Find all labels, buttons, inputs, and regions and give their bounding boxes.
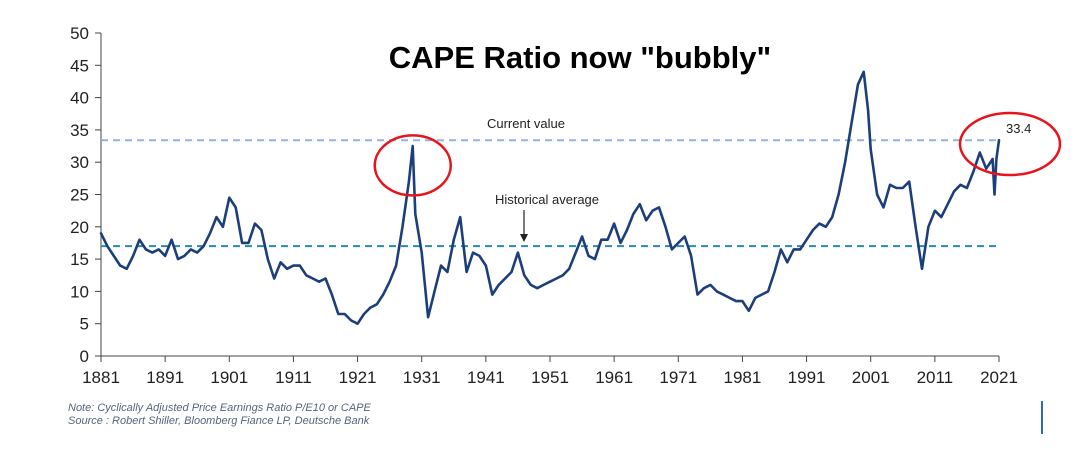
y-tick-label: 10 <box>70 282 89 301</box>
footer-note: Note: Cyclically Adjusted Price Earnings… <box>68 402 371 414</box>
current-value-label: 33.4 <box>1006 121 1031 136</box>
x-tick-label: 1931 <box>403 368 441 387</box>
x-tick-label: 1941 <box>467 368 505 387</box>
edge-accent-bar <box>1041 401 1043 434</box>
circle-current-value <box>958 111 1062 177</box>
chart-title: CAPE Ratio now "bubbly" <box>389 40 771 75</box>
y-tick-label: 50 <box>70 24 89 43</box>
footer-notes: Note: Cyclically Adjusted Price Earnings… <box>68 402 371 428</box>
y-tick-label: 20 <box>70 218 89 237</box>
y-tick-label: 0 <box>80 347 89 366</box>
series-layer <box>99 70 1001 325</box>
x-tick-label: 1971 <box>659 368 697 387</box>
y-tick-label: 45 <box>70 56 89 75</box>
x-tick-label: 1951 <box>531 368 569 387</box>
current-value-annotation: Current value <box>487 116 565 131</box>
x-tick-label: 1881 <box>82 368 120 387</box>
cape-series-line <box>99 70 1001 325</box>
x-tick-label: 1901 <box>210 368 248 387</box>
y-tick-label: 25 <box>70 186 89 205</box>
x-tick-label: 1981 <box>724 368 762 387</box>
x-tick-label: 2021 <box>980 368 1018 387</box>
x-tick-label: 1911 <box>275 368 312 387</box>
circle-1929-peak <box>373 134 452 197</box>
y-tick-label: 40 <box>70 89 89 108</box>
y-tick-label: 30 <box>70 153 89 172</box>
y-axis: 0 5 10 15 20 25 30 35 40 45 50 <box>70 24 102 366</box>
x-tick-label: 2001 <box>852 368 890 387</box>
historical-average-arrow <box>520 210 528 242</box>
x-tick-label: 1921 <box>339 368 377 387</box>
x-tick-label: 2011 <box>917 368 954 387</box>
x-tick-label: 1891 <box>146 368 184 387</box>
x-axis: 1881 1891 1901 1911 1921 1931 1941 1951 1961 1971… <box>82 355 1018 387</box>
y-tick-label: 15 <box>70 250 89 269</box>
y-tick-label: 35 <box>70 121 89 140</box>
footer-source: Source : Robert Shiller, Bloomberg Fianc… <box>68 415 370 427</box>
historical-average-annotation: Historical average <box>495 192 599 207</box>
highlight-circles <box>373 111 1062 197</box>
y-tick-label: 5 <box>80 315 89 334</box>
x-tick-label: 1991 <box>788 368 826 387</box>
x-tick-label: 1961 <box>595 368 633 387</box>
